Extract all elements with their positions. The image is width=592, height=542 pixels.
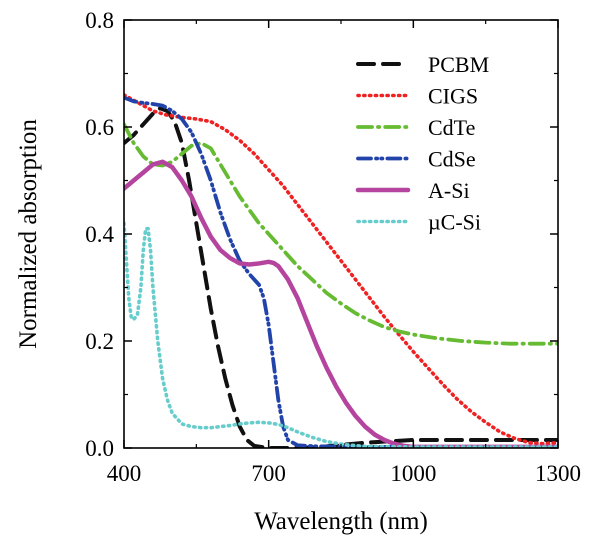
plot-frame — [123, 19, 559, 449]
legend-label-cdse: CdSe — [428, 147, 476, 172]
series-layer — [124, 93, 558, 448]
x-tick-label: 700 — [251, 461, 286, 486]
series-line-cdte — [124, 122, 558, 346]
y-axis-label: Normalized absorption — [15, 119, 42, 349]
y-tick-label: 0.8 — [85, 8, 114, 33]
y-tick-label: 0.0 — [85, 436, 114, 461]
legend-label-cdte: CdTe — [428, 115, 475, 140]
x-tick-label: 400 — [107, 461, 142, 486]
series-line-a-si — [124, 159, 558, 448]
legend-label-a-si: A-Si — [428, 178, 470, 203]
y-tick-label: 0.4 — [85, 222, 114, 247]
series-line-cigs — [124, 93, 558, 446]
legend-label-c-si: µC-Si — [428, 210, 481, 235]
legend-label-pcbm: PCBM — [428, 52, 489, 77]
series-line-c-si — [124, 221, 558, 448]
y-tick-label: 0.2 — [85, 329, 114, 354]
x-axis-label: Wavelength (nm) — [254, 508, 428, 535]
x-tick-label: 1000 — [390, 461, 436, 486]
tick-layer: 400 700 1000 1300 0.0 0.2 0.4 0.6 0.8 — [85, 8, 581, 486]
legend-label-cigs: CIGS — [428, 84, 478, 109]
series-line-pcbm — [124, 106, 558, 448]
x-tick-label: 1300 — [535, 461, 581, 486]
y-tick-label: 0.6 — [85, 115, 114, 140]
legend: PCBM CIGS CdTe CdSe A-Si µC-Si — [355, 52, 489, 235]
